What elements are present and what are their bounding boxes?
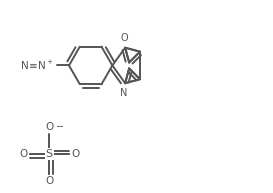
Text: N: N (120, 88, 128, 98)
Text: O: O (19, 149, 28, 159)
Text: O: O (45, 176, 54, 186)
Text: O: O (120, 33, 128, 43)
Text: S: S (46, 149, 53, 159)
Text: −: − (56, 123, 64, 132)
Text: O: O (45, 123, 54, 132)
Text: O: O (71, 149, 79, 159)
Text: N$\!\equiv\!$N$^+$: N$\!\equiv\!$N$^+$ (20, 59, 54, 72)
